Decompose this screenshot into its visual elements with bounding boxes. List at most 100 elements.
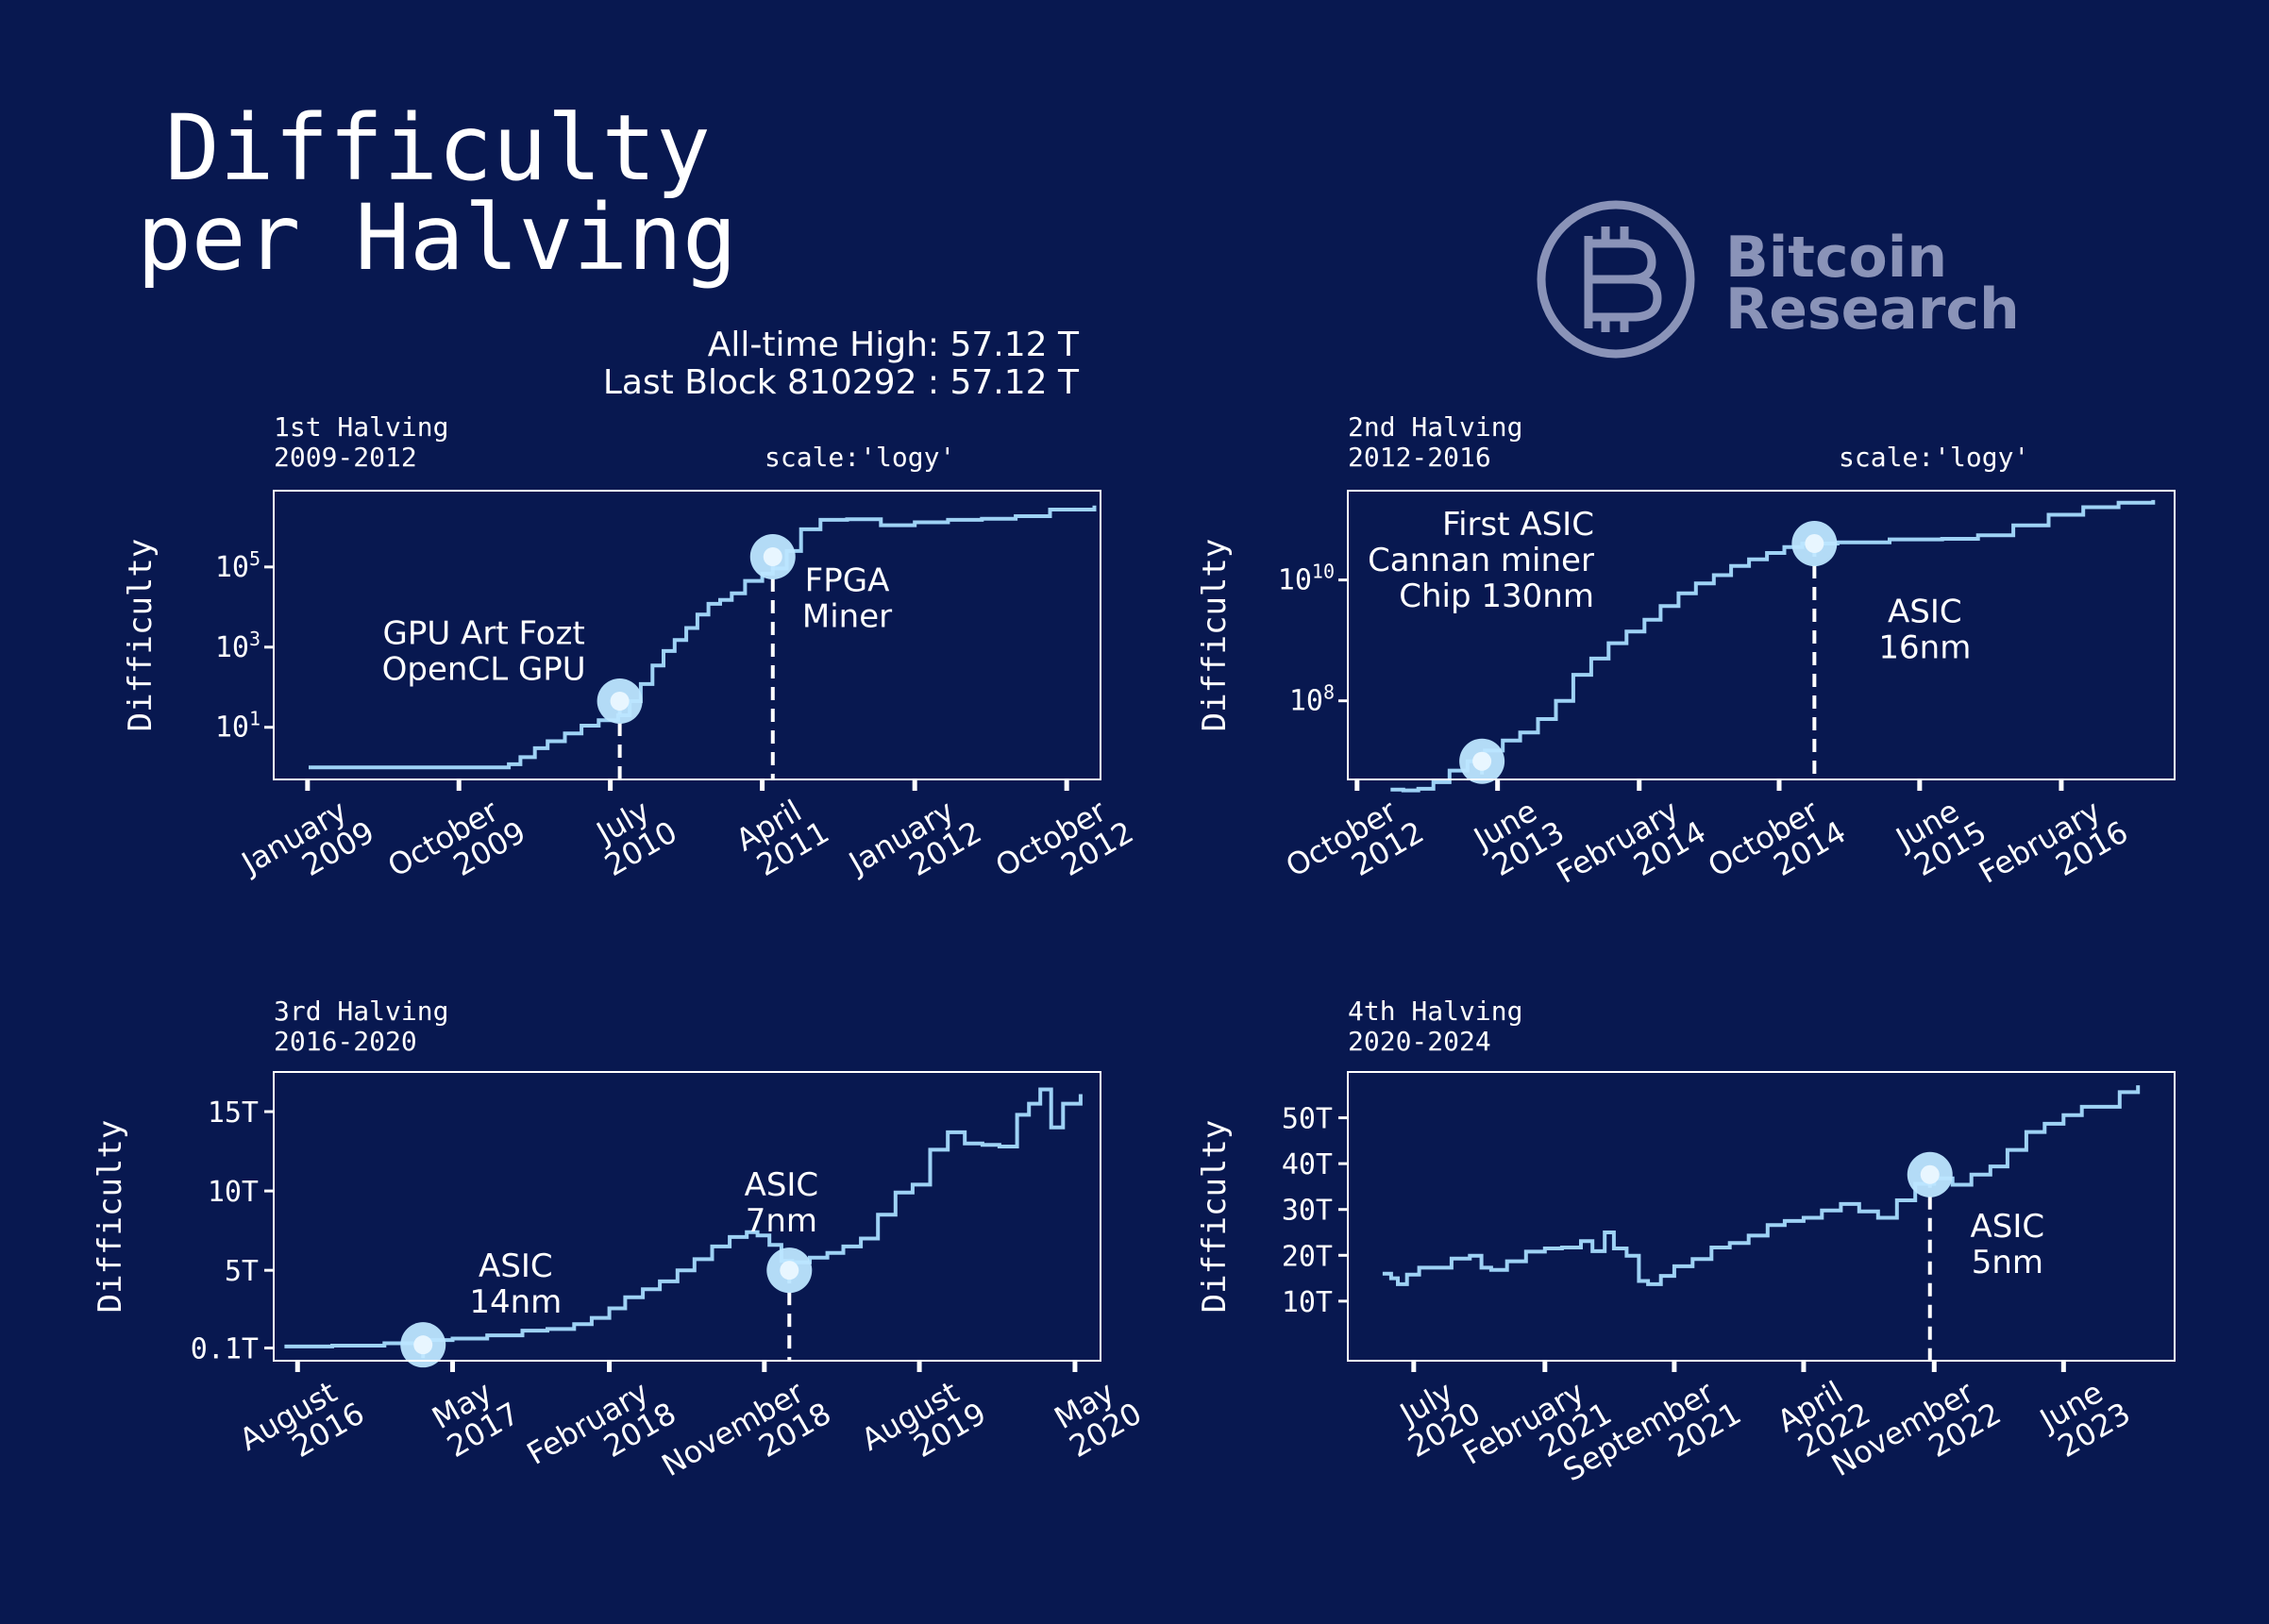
milestone-label: ASIC — [1888, 593, 1962, 630]
milestone-label: GPU Art Fozt — [383, 614, 585, 652]
milestone-label: 7nm — [746, 1202, 817, 1240]
panel-subtitle: 2020-2024 — [1348, 1026, 1491, 1057]
plot-frame — [273, 490, 1101, 780]
y-tick-exponent: 8 — [1323, 681, 1335, 704]
panel-subtitle: 2012-2016 — [1348, 442, 1491, 473]
milestone-label: Miner — [802, 597, 892, 635]
y-tick: 105 — [215, 547, 274, 584]
y-tick-base: 10 — [215, 712, 249, 745]
y-tick-label: 108 — [1289, 681, 1335, 718]
y-tick-label: 5T — [225, 1255, 259, 1288]
y-tick-exponent: 10 — [1312, 561, 1335, 583]
last-block-text: Last Block 810292 : 57.12 T — [603, 363, 1080, 402]
milestone-dot-core — [413, 1335, 433, 1355]
y-tick-base: 10 — [1278, 564, 1312, 597]
y-tick: 101 — [215, 708, 274, 745]
milestone-dot-core — [1920, 1164, 1940, 1184]
milestone-dot-core — [763, 546, 782, 566]
milestone-label: ASIC — [479, 1247, 553, 1285]
x-tick: May2017 — [425, 1361, 526, 1465]
milestone-label: ASIC — [1971, 1208, 2045, 1246]
plot-frame — [1347, 1071, 2176, 1362]
y-tick: 0.1T — [191, 1333, 274, 1366]
y-tick: 30T — [1282, 1195, 1348, 1228]
y-tick-exponent: 1 — [249, 708, 261, 730]
y-tick-label: 10T — [1282, 1286, 1333, 1319]
y-axis-label: Difficulty — [1196, 539, 1234, 732]
y-tick-label: 101 — [215, 708, 261, 745]
y-tick-base: 10 — [215, 551, 249, 584]
y-tick-label: 103 — [215, 628, 261, 664]
y-tick: 50T — [1282, 1103, 1348, 1136]
milestone-label: Chip 130nm — [1399, 578, 1594, 615]
scale-note: scale:'logy' — [765, 442, 955, 473]
y-tick-label: 20T — [1282, 1240, 1333, 1273]
plot-frame — [1347, 490, 2176, 780]
y-tick: 103 — [215, 628, 274, 664]
y-tick: 15T — [208, 1097, 274, 1130]
panel-title: 1st Halving — [274, 411, 448, 443]
bitcoin-research-logo: Bitcoin Research — [1537, 200, 2020, 359]
milestone-label: OpenCL GPU — [382, 650, 586, 688]
y-tick-label: 105 — [215, 547, 261, 584]
y-tick-label: 30T — [1282, 1195, 1333, 1228]
milestone-label: FPGA — [805, 561, 890, 599]
difficulty-series-line — [1382, 1085, 2141, 1286]
main-title-line1: Difficulty — [165, 95, 711, 201]
milestone-dot-core — [1472, 751, 1492, 771]
plot-frame — [273, 1071, 1101, 1362]
y-tick-label: 40T — [1282, 1148, 1333, 1181]
bitcoin-circle-icon — [1537, 200, 1695, 359]
y-tick-label: 50T — [1282, 1103, 1333, 1136]
y-tick: 10T — [1282, 1286, 1348, 1319]
y-tick: 1010 — [1278, 561, 1348, 597]
panel-title: 3rd Halving — [274, 996, 448, 1027]
y-tick: 108 — [1289, 681, 1348, 718]
y-axis-label: Difficulty — [1196, 1120, 1234, 1314]
logo-text-line2: Research — [1725, 276, 2020, 343]
x-tick-label: May2017 — [425, 1367, 526, 1465]
y-tick-exponent: 5 — [249, 547, 261, 570]
logo-text-line1: Bitcoin — [1725, 225, 1947, 291]
y-tick-label: 1010 — [1278, 561, 1335, 597]
milestone-label: 16nm — [1878, 628, 1971, 666]
milestone-dot-core — [610, 691, 630, 711]
y-tick-label: 10T — [208, 1176, 259, 1209]
y-tick: 20T — [1282, 1240, 1348, 1273]
panel-title: 2nd Halving — [1348, 411, 1522, 443]
milestone-label: Cannan miner — [1368, 542, 1594, 579]
main-title-line2: per Halving — [137, 185, 737, 291]
panel-subtitle: 2009-2012 — [274, 442, 417, 473]
scale-note: scale:'logy' — [1839, 442, 2029, 473]
y-tick-base: 10 — [1289, 685, 1323, 718]
y-tick: 10T — [208, 1176, 274, 1209]
y-tick-base: 10 — [215, 631, 249, 664]
milestone-label: 5nm — [1972, 1244, 2043, 1281]
y-tick: 5T — [225, 1255, 274, 1288]
milestone-label: First ASIC — [1442, 506, 1594, 544]
y-axis-label: Difficulty — [122, 539, 160, 732]
panel-subtitle: 2016-2020 — [274, 1026, 417, 1057]
y-axis-label: Difficulty — [92, 1120, 129, 1314]
difficulty-series-line — [309, 505, 1097, 770]
ath-text: All-time High: 57.12 T — [708, 326, 1080, 364]
y-tick-label: 0.1T — [191, 1333, 259, 1366]
milestone-dot-core — [1805, 534, 1824, 554]
y-tick-label: 15T — [208, 1097, 259, 1130]
y-tick-exponent: 3 — [249, 628, 261, 650]
difficulty-series-line — [284, 1087, 1083, 1348]
milestone-label: ASIC — [745, 1166, 819, 1204]
milestone-label: 14nm — [469, 1283, 562, 1321]
panel-title: 4th Halving — [1348, 996, 1522, 1027]
milestone-dot-core — [780, 1261, 799, 1281]
y-tick: 40T — [1282, 1148, 1348, 1181]
